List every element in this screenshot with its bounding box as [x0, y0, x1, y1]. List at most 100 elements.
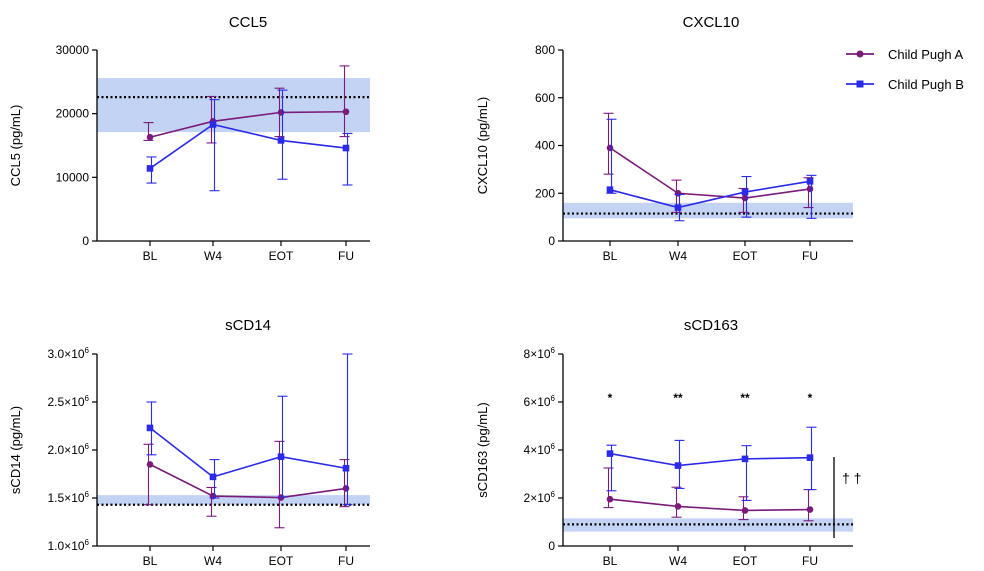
data-point [741, 188, 749, 196]
data-point [674, 189, 682, 197]
y-tick-label: 1.5×106 [48, 490, 90, 505]
chart-title: sCD163 [684, 317, 738, 334]
y-tick-label: 30000 [56, 43, 90, 57]
y-tick-label: 0 [548, 234, 555, 248]
data-point [342, 144, 350, 152]
y-axis-label: CCL5 (pg/mL) [8, 105, 23, 187]
y-tick-exponent: 6 [85, 394, 90, 403]
x-tick-label: FU [338, 554, 354, 568]
legend: Child Pugh A Child Pugh B [846, 47, 964, 92]
reference-band [97, 495, 370, 505]
y-tick-label: 8×106 [524, 346, 556, 361]
series-line [149, 427, 347, 478]
significance-mark: ** [673, 391, 683, 405]
bracket-label: † † [842, 470, 861, 486]
y-tick-label: 20000 [56, 107, 90, 121]
y-tick-exponent: 6 [85, 346, 90, 355]
data-point [342, 108, 350, 116]
y-tick-label: 10000 [56, 170, 90, 184]
y-tick-label: 800 [535, 43, 555, 57]
data-point [674, 503, 682, 510]
y-tick-label: 2.5×106 [48, 394, 90, 409]
data-point [806, 454, 814, 461]
legend-label-b: Child Pugh B [888, 77, 964, 92]
y-axis-label: CXCL10 (pg/mL) [475, 97, 490, 195]
series-child-pugh-a [603, 467, 814, 522]
y-tick-label: 2×106 [524, 490, 556, 505]
data-point [674, 462, 682, 469]
y-tick-label: 1.0×106 [48, 538, 90, 553]
series-line [609, 180, 811, 209]
x-tick-label: BL [603, 249, 618, 263]
legend-item-child-pugh-a: Child Pugh A [846, 47, 963, 62]
x-tick-label: EOT [733, 554, 758, 568]
data-point [606, 144, 614, 152]
y-tick-label: 0 [82, 234, 89, 248]
y-tick-label: 0 [548, 539, 555, 553]
data-point [146, 424, 154, 432]
significance-mark: * [608, 391, 613, 405]
y-axis-label: sCD14 (pg/mL) [8, 406, 23, 494]
data-point [146, 165, 154, 172]
significance-mark: ** [740, 391, 750, 405]
y-tick-label: 2.0×106 [48, 442, 90, 457]
data-point [342, 464, 350, 472]
legend-label-a: Child Pugh A [888, 47, 963, 62]
series-child-pugh-a [143, 440, 350, 529]
chart-title: sCD14 [225, 317, 271, 334]
data-point [606, 186, 614, 193]
series-line [149, 463, 347, 499]
data-point [806, 185, 814, 193]
series-child-pugh-b [146, 89, 353, 192]
reference-band [97, 78, 370, 133]
x-tick-label: W4 [204, 249, 222, 263]
y-tick-exponent: 6 [85, 538, 90, 547]
y-tick-label: 6×106 [524, 394, 556, 409]
data-point [741, 507, 749, 514]
y-tick-exponent: 6 [551, 346, 556, 355]
data-point [606, 495, 614, 503]
y-tick-label: 4×106 [524, 442, 556, 457]
series-line [609, 498, 811, 512]
data-point [209, 121, 217, 128]
data-point [209, 473, 217, 481]
x-tick-label: W4 [669, 249, 687, 263]
panel-ccl5: CCL5 CCL5 (pg/mL) 0 10000 20000 30000 BL W4 EOT F… [8, 14, 370, 263]
y-tick-label: 3.0×106 [48, 346, 90, 361]
x-tick-label: EOT [733, 249, 758, 263]
x-tick-label: FU [802, 554, 818, 568]
panel-scd163: sCD163 sCD163 (pg/mL) 0 2×106 4×106 6×106 8×10… [475, 317, 861, 568]
series-child-pugh-b [606, 426, 817, 501]
series-line [149, 123, 347, 170]
data-point [277, 453, 285, 461]
series-child-pugh-b [606, 118, 817, 222]
data-point [277, 137, 285, 144]
x-tick-label: BL [603, 554, 618, 568]
y-tick-exponent: 6 [551, 394, 556, 403]
x-tick-label: BL [143, 249, 158, 263]
x-tick-label: BL [143, 554, 158, 568]
y-tick-exponent: 6 [551, 442, 556, 451]
data-point [146, 133, 154, 141]
y-tick-exponent: 6 [85, 442, 90, 451]
data-point [606, 450, 614, 457]
chart-title: CCL5 [229, 14, 267, 31]
data-point [806, 506, 814, 513]
y-tick-label: 200 [535, 186, 555, 200]
series-child-pugh-a [603, 112, 814, 213]
x-tick-label: EOT [269, 249, 294, 263]
data-point [277, 109, 285, 116]
chart-title: CXCL10 [683, 14, 740, 31]
series-line [609, 452, 811, 467]
x-tick-label: EOT [269, 554, 294, 568]
panel-cxcl10: CXCL10 CXCL10 (pg/mL) 0 200 400 600 800 BL W4 EOT… [475, 14, 853, 263]
series-line [149, 110, 347, 138]
reference-band [563, 202, 853, 219]
x-tick-label: FU [338, 249, 354, 263]
data-point [741, 194, 749, 202]
y-tick-label: 400 [535, 139, 555, 153]
x-tick-label: W4 [204, 554, 222, 568]
significance-mark: * [808, 391, 813, 405]
legend-item-child-pugh-b: Child Pugh B [846, 77, 964, 92]
